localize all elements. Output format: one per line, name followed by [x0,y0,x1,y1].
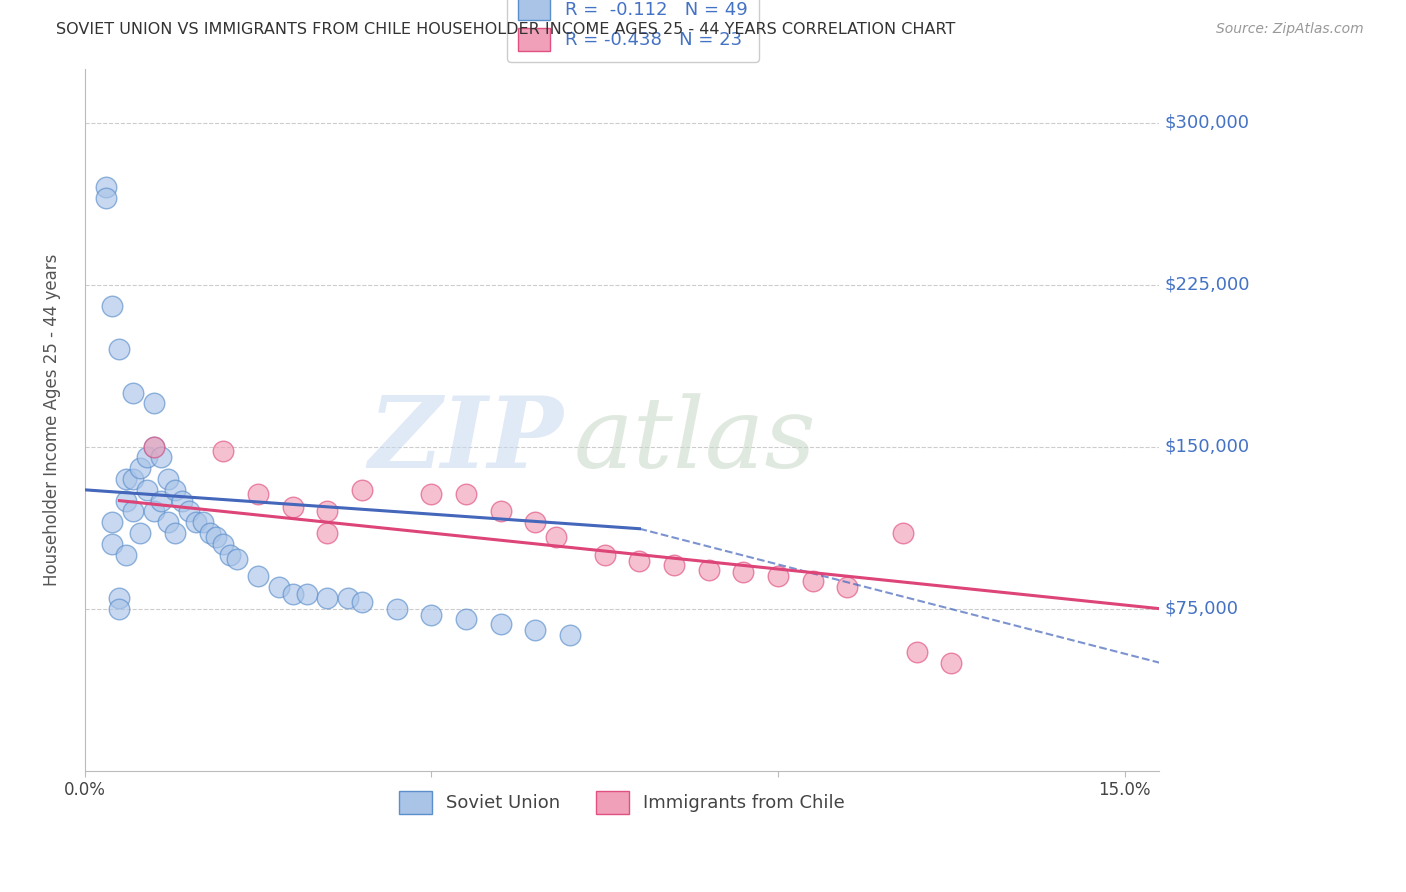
Point [108,343,131,357]
Point [837,580,859,594]
Point [766,569,789,583]
Point [101,537,124,551]
Point [420,608,443,623]
Point [101,299,124,313]
Point [281,586,304,600]
Point [267,580,290,594]
Legend: Soviet Union, Immigrants from Chile: Soviet Union, Immigrants from Chile [388,780,856,825]
Point [281,500,304,515]
Point [143,440,166,454]
Point [295,586,318,600]
Text: SOVIET UNION VS IMMIGRANTS FROM CHILE HOUSEHOLDER INCOME AGES 25 - 44 YEARS CORR: SOVIET UNION VS IMMIGRANTS FROM CHILE HO… [56,22,956,37]
Point [163,526,186,541]
Point [150,493,173,508]
Point [150,450,173,465]
Point [489,504,512,518]
Text: $225,000: $225,000 [1164,276,1250,293]
Point [546,530,568,544]
Point [801,574,824,588]
Point [143,396,166,410]
Point [420,487,443,501]
Point [156,515,179,529]
Point [191,515,214,529]
Point [156,472,179,486]
Point [247,569,270,583]
Point [205,530,228,544]
Text: $75,000: $75,000 [1164,599,1239,617]
Point [905,645,928,659]
Point [941,656,963,670]
Point [891,526,914,541]
Point [101,515,124,529]
Point [593,548,616,562]
Point [337,591,360,605]
Point [94,180,117,194]
Point [108,601,131,615]
Point [524,515,547,529]
Point [136,483,159,497]
Point [115,472,138,486]
Text: $300,000: $300,000 [1164,113,1250,131]
Point [163,483,186,497]
Point [247,487,270,501]
Point [489,616,512,631]
Point [316,504,339,518]
Point [122,385,145,400]
Point [662,558,685,573]
Point [524,624,547,638]
Text: ZIP: ZIP [368,392,562,489]
Point [198,526,221,541]
Point [143,440,166,454]
Point [94,191,117,205]
Text: atlas: atlas [574,393,817,488]
Point [385,601,408,615]
Point [129,461,152,475]
Point [226,552,249,566]
Point [219,548,242,562]
Point [115,548,138,562]
Y-axis label: Householder Income Ages 25 - 44 years: Householder Income Ages 25 - 44 years [44,253,60,586]
Point [697,563,720,577]
Point [733,565,755,579]
Point [316,526,339,541]
Point [170,493,193,508]
Point [628,554,651,568]
Point [143,504,166,518]
Text: $150,000: $150,000 [1164,438,1250,456]
Text: Source: ZipAtlas.com: Source: ZipAtlas.com [1216,22,1364,37]
Point [129,526,152,541]
Point [184,515,207,529]
Point [454,612,477,626]
Point [558,627,581,641]
Point [212,537,235,551]
Point [122,472,145,486]
Point [352,483,374,497]
Point [352,595,374,609]
Point [108,591,131,605]
Point [136,450,159,465]
Point [212,444,235,458]
Point [122,504,145,518]
Point [177,504,200,518]
Point [316,591,339,605]
Point [115,493,138,508]
Point [454,487,477,501]
